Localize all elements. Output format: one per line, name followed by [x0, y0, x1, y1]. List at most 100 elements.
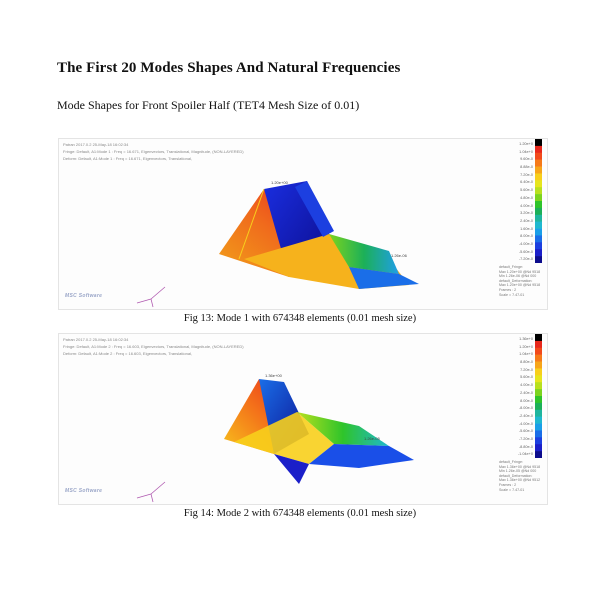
scale-swatch — [535, 187, 542, 195]
scale-swatch — [535, 256, 542, 263]
scale-label: 8.80e-0 — [520, 360, 533, 365]
scale-label: 1.20e+0 — [519, 344, 533, 349]
scale-swatch — [535, 340, 542, 349]
scale-swatch — [535, 159, 542, 167]
legend-line: default_Deformation: — [499, 473, 533, 478]
msc-software-logo: MSC Software — [65, 488, 103, 494]
figure-header-line: Patran 2017.0.2 25-May-18 16:02:34 — [63, 337, 129, 342]
legend-line: Max 1.36e+00 @Nd 9518 — [499, 464, 541, 469]
scale-label: -8.00e-0 — [518, 406, 533, 411]
scale-label: 1.04e+0 — [519, 149, 533, 154]
fringe-color-scale — [535, 139, 542, 263]
legend-line: Max 1.20e+00 @Nd 9518 — [499, 283, 541, 288]
scale-swatch — [535, 249, 542, 257]
scale-label: -4.00e-0 — [518, 421, 533, 426]
scale-swatch — [535, 139, 542, 147]
scale-label: -8.80e-0 — [518, 444, 533, 449]
scale-swatch — [535, 347, 542, 355]
scale-swatch — [535, 375, 542, 383]
scale-label: 1.20e+0 — [519, 142, 533, 146]
scale-swatch — [535, 214, 542, 222]
scale-swatch — [535, 194, 542, 202]
legend-line: Frames : 2 — [499, 482, 517, 487]
axis-triad-icon — [136, 286, 166, 308]
scale-swatch — [535, 416, 542, 424]
scale-swatch — [535, 145, 542, 154]
legend-line: Max 1.36e+00 @Nd 9512 — [499, 478, 541, 483]
scale-swatch — [535, 389, 542, 397]
scale-swatch — [535, 166, 542, 174]
legend-line: Min 1.26e-06 @Nd 000 — [499, 274, 537, 279]
legend-line: Min 1.26e-05 @Nd 000 — [499, 469, 537, 474]
scale-label: -4.00e-0 — [518, 241, 533, 246]
scale-swatch — [535, 423, 542, 431]
page-subheading: Mode Shapes for Front Spoiler Half (TET4… — [57, 98, 360, 112]
scale-swatch — [535, 402, 542, 411]
scale-label: 4.00e-0 — [520, 383, 533, 388]
min-label: 1.26e-05 — [364, 436, 381, 441]
fringe-scale-labels: 1.20e+0 1.04e+0 9.60e-0 8.88e-0 7.20e-0 … — [501, 141, 533, 264]
result-legend: default_Fringe: Max 1.20e+00 @Nd 9518 Mi… — [499, 265, 545, 297]
scale-label: 6.40e-0 — [520, 180, 533, 185]
scale-swatch — [535, 361, 542, 369]
fringe-scale-labels: 1.36e+0 1.20e+0 1.04e+0 8.80e-0 7.20e-0 … — [501, 336, 533, 459]
figure-header-line: Patran 2017.0.2 25-May-18 16:02:34 — [63, 142, 129, 147]
msc-software-logo: MSC Software — [65, 293, 103, 299]
axis-triad-icon — [136, 481, 166, 503]
scale-label: 4.80e-0 — [520, 195, 533, 200]
legend-line: Frames : 2 — [499, 287, 517, 292]
scale-swatch — [535, 242, 542, 250]
legend-line: default_Deformation: — [499, 278, 533, 283]
scale-label: 8.88e-0 — [520, 165, 533, 170]
scale-swatch — [535, 396, 542, 404]
scale-swatch — [535, 368, 542, 376]
scale-label: -2.40e-0 — [518, 413, 533, 418]
min-label: 1.26e-06 — [391, 253, 408, 258]
figure-header-line: Fringe: Default, A1:Mode 1 : Freq = 16.6… — [63, 149, 244, 154]
scale-label: 9.60e-0 — [520, 157, 533, 162]
scale-swatch — [535, 382, 542, 390]
scale-label: 7.20e-0 — [520, 172, 533, 177]
spoiler-model-render: 1.20e+00 1.26e-06 — [219, 180, 419, 289]
legend-line: Scale = 7.47-01 — [499, 487, 525, 492]
scale-swatch — [535, 221, 542, 229]
mode-shape-figure-1: Patran 2017.0.2 25-May-18 16:02:34 Fring… — [58, 138, 548, 310]
page-heading: The First 20 Modes Shapes And Natural Fr… — [57, 60, 401, 76]
scale-label: 1.36e+0 — [519, 337, 533, 341]
figure-header-line: Deform: Default, A1:Mode 1 : Freq = 16.6… — [63, 156, 193, 161]
scale-label: 2.40e-0 — [520, 390, 533, 395]
max-label: 1.20e+00 — [271, 180, 289, 185]
scale-label: 1.60e-0 — [520, 226, 533, 231]
mode-shape-figure-2: Patran 2017.0.2 25-May-18 16:02:34 Fring… — [58, 333, 548, 505]
scale-label: -5.60e-0 — [518, 429, 533, 434]
scale-swatch — [535, 173, 542, 181]
scale-swatch — [535, 152, 542, 160]
scale-swatch — [535, 207, 542, 216]
scale-swatch — [535, 451, 542, 458]
scale-swatch — [535, 354, 542, 362]
scale-swatch — [535, 444, 542, 452]
legend-line: default_Fringe: — [499, 265, 523, 269]
scale-swatch — [535, 409, 542, 417]
scale-label: 4.00e-0 — [520, 203, 533, 208]
scale-swatch — [535, 235, 542, 243]
result-legend: default_Fringe: Max 1.36e+00 @Nd 9518 Mi… — [499, 460, 545, 492]
scale-label: -7.20e-0 — [518, 257, 533, 262]
scale-label: 7.20e-0 — [520, 367, 533, 372]
scale-label: -5.60e-0 — [518, 249, 533, 254]
fringe-color-scale — [535, 334, 542, 458]
scale-label: 2.40e-0 — [520, 218, 533, 223]
figure-caption-1: Fig 13: Mode 1 with 674348 elements (0.0… — [183, 313, 417, 324]
scale-swatch — [535, 228, 542, 236]
scale-label: 5.60e-0 — [520, 188, 533, 193]
scale-swatch — [535, 201, 542, 209]
scale-label: 8.00e-0 — [520, 398, 533, 403]
scale-label: 5.60e-0 — [520, 375, 533, 380]
legend-line: Scale = 7.47-01 — [499, 292, 525, 297]
scale-swatch — [535, 180, 542, 188]
scale-swatch — [535, 430, 542, 438]
legend-line: Max 1.20e+00 @Nd 9518 — [499, 269, 541, 274]
scale-label: 1.04e+0 — [519, 352, 533, 357]
scale-swatch — [535, 334, 542, 342]
scale-swatch — [535, 437, 542, 445]
